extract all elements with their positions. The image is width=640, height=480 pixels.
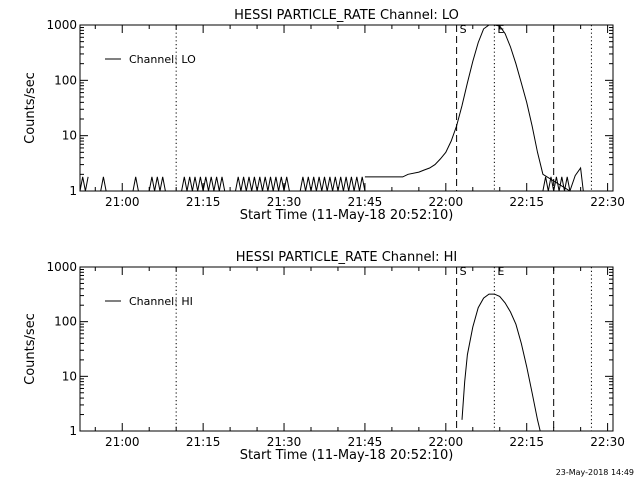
- event-marker-label: S: [460, 23, 467, 36]
- series-noise-segment: [299, 176, 366, 192]
- footer-date: 23-May-2018 14:49: [555, 468, 634, 477]
- event-marker-label: E: [497, 23, 504, 36]
- y-tick-label: 1000: [46, 18, 77, 32]
- x-tick-label: 21:15: [186, 435, 221, 449]
- x-tick-label: 22:30: [590, 435, 625, 449]
- chart-panel-1: HESSI PARTICLE_RATE Channel: LO 21:00 21:1…: [23, 8, 625, 223]
- x-tick-label: 21:30: [267, 195, 302, 209]
- series-noise-segment: [181, 176, 226, 192]
- x-tick-label: 21:00: [105, 195, 140, 209]
- x-tick-label: 22:00: [429, 195, 464, 209]
- chart-panel-2: HESSI PARTICLE_RATE Channel: HI 21:00 21:1…: [23, 250, 625, 463]
- x-tick-label: 21:00: [105, 435, 140, 449]
- plot-frame: [79, 24, 614, 192]
- x-tick-label: 21:15: [186, 195, 221, 209]
- y-tick-label: 100: [54, 73, 77, 87]
- y-tick-label: 10: [62, 369, 77, 383]
- x-tick-label: 22:15: [509, 195, 544, 209]
- event-marker-label: S: [460, 265, 467, 278]
- x-tick-label: 21:30: [267, 435, 302, 449]
- chart-title: HESSI PARTICLE_RATE Channel: HI: [236, 250, 457, 265]
- x-tick-label: 21:45: [348, 195, 383, 209]
- y-tick-label: 10: [62, 129, 77, 143]
- series-noise-segment: [235, 176, 290, 192]
- x-tick-label: 22:30: [590, 195, 625, 209]
- x-axis-label: Start Time (11-May-18 20:52:10): [240, 448, 454, 463]
- y-tick-label: 1000: [46, 260, 77, 274]
- y-tick-label: 100: [54, 315, 77, 329]
- legend-label: Channel: LO: [129, 53, 196, 66]
- series-noise-segment: [132, 176, 139, 192]
- y-tick-label: 1: [69, 184, 77, 198]
- x-axis-label: Start Time (11-May-18 20:52:10): [240, 208, 454, 223]
- series-line: [461, 293, 541, 432]
- x-tick-label: 21:45: [348, 435, 383, 449]
- y-tick-label: 1: [69, 424, 77, 438]
- x-tick-label: 22:15: [509, 435, 544, 449]
- plot-frame: [79, 266, 614, 432]
- series-line: [364, 24, 584, 192]
- event-marker-label: E: [497, 265, 504, 278]
- y-axis-label: Counts/sec: [23, 72, 38, 144]
- chart-title: HESSI PARTICLE_RATE Channel: LO: [234, 8, 459, 23]
- x-tick-label: 22:00: [429, 435, 464, 449]
- series-noise-segment: [100, 176, 107, 192]
- series-noise-segment: [148, 176, 166, 192]
- series-noise-segment: [79, 176, 89, 192]
- y-axis-label: Counts/sec: [23, 313, 38, 385]
- legend-label: Channel: HI: [129, 295, 193, 308]
- series-noise-segment: [542, 176, 571, 192]
